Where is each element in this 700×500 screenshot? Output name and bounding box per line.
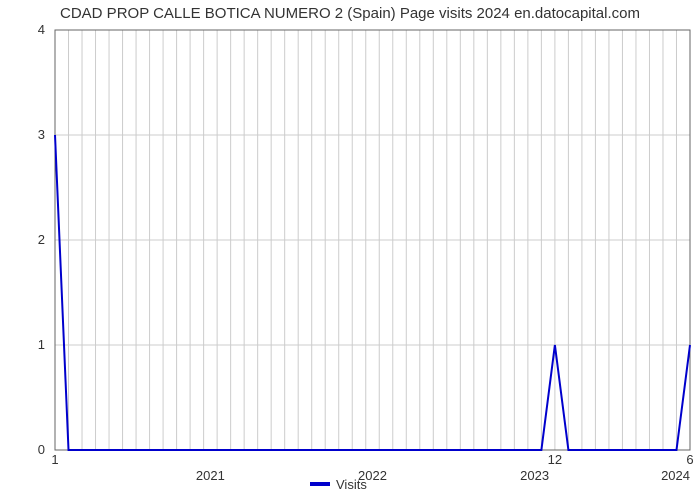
x-tick-label: 12: [548, 452, 562, 467]
x-year-label: 2023: [520, 468, 549, 483]
y-tick-label: 0: [38, 442, 45, 457]
y-tick-label: 3: [38, 127, 45, 142]
y-tick-label: 2: [38, 232, 45, 247]
visits-chart: CDAD PROP CALLE BOTICA NUMERO 2 (Spain) …: [0, 0, 700, 500]
x-year-label: 2024: [661, 468, 690, 483]
chart-title: CDAD PROP CALLE BOTICA NUMERO 2 (Spain) …: [60, 5, 640, 22]
legend-swatch: [310, 482, 330, 486]
x-tick-label: 1: [51, 452, 58, 467]
x-year-label: 2021: [196, 468, 225, 483]
y-tick-label: 1: [38, 337, 45, 352]
legend-label: Visits: [336, 477, 367, 492]
y-tick-label: 4: [38, 22, 45, 37]
x-tick-label: 6: [686, 452, 693, 467]
